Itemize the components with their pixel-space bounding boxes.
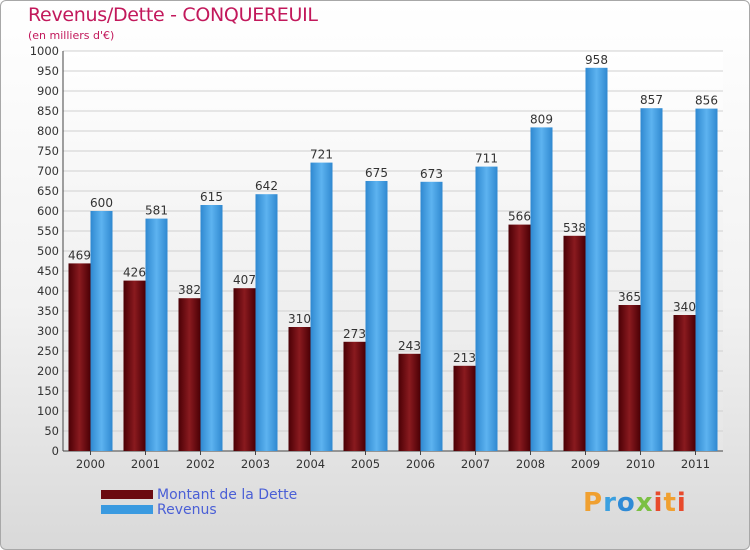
bar-dette bbox=[618, 305, 641, 451]
y-tick-label: 700 bbox=[37, 164, 59, 178]
data-label-revenus: 673 bbox=[420, 167, 443, 181]
data-label-dette: 426 bbox=[123, 266, 146, 280]
bar-dette bbox=[508, 224, 531, 451]
bar-revenus bbox=[475, 166, 498, 451]
legend-label-revenus: Revenus bbox=[157, 501, 217, 518]
x-tick-label: 2001 bbox=[131, 457, 160, 471]
bar-revenus bbox=[420, 181, 443, 452]
data-label-dette: 566 bbox=[508, 210, 531, 224]
bar-dette bbox=[123, 280, 146, 451]
data-label-dette: 538 bbox=[563, 221, 586, 235]
x-tick-label: 2000 bbox=[76, 457, 105, 471]
y-tick-label: 900 bbox=[37, 84, 59, 98]
x-tick-label: 2005 bbox=[351, 457, 380, 471]
data-label-dette: 310 bbox=[288, 312, 311, 326]
data-label-revenus: 856 bbox=[695, 94, 718, 108]
data-label-revenus: 958 bbox=[585, 53, 608, 67]
bar-revenus bbox=[585, 67, 608, 452]
data-label-dette: 273 bbox=[343, 327, 366, 341]
y-tick-label: 1000 bbox=[30, 44, 59, 58]
bar-dette bbox=[343, 341, 366, 451]
legend-item-dette: Montant de la Dette bbox=[101, 486, 298, 503]
x-tick-label: 2010 bbox=[626, 457, 655, 471]
bar-revenus bbox=[695, 108, 718, 451]
data-label-dette: 365 bbox=[618, 290, 641, 304]
bar-revenus bbox=[365, 181, 388, 451]
y-tick-label: 650 bbox=[37, 184, 59, 198]
chart-title: Revenus/Dette - CONQUEREUIL bbox=[28, 4, 318, 26]
data-label-dette: 213 bbox=[453, 351, 476, 365]
data-label-revenus: 642 bbox=[255, 179, 278, 193]
chart-legend: Montant de la Dette Revenus bbox=[101, 486, 298, 518]
bar-dette bbox=[453, 365, 476, 451]
data-label-dette: 340 bbox=[673, 300, 696, 314]
y-tick-label: 550 bbox=[37, 224, 59, 238]
y-tick-label: 750 bbox=[37, 144, 59, 158]
y-tick-label: 600 bbox=[37, 204, 59, 218]
y-tick-label: 500 bbox=[37, 244, 59, 258]
y-tick-label: 200 bbox=[37, 364, 59, 378]
bar-revenus bbox=[145, 218, 168, 451]
data-label-revenus: 721 bbox=[310, 148, 333, 162]
data-label-revenus: 581 bbox=[145, 204, 168, 218]
data-label-revenus: 615 bbox=[200, 190, 223, 204]
y-tick-label: 950 bbox=[37, 64, 59, 78]
data-label-revenus: 675 bbox=[365, 166, 388, 180]
y-tick-label: 100 bbox=[37, 404, 59, 418]
y-tick-label: 450 bbox=[37, 264, 59, 278]
y-tick-label: 150 bbox=[37, 384, 59, 398]
x-tick-label: 2003 bbox=[241, 457, 270, 471]
bar-dette bbox=[398, 353, 421, 451]
legend-swatch-revenus bbox=[101, 505, 153, 514]
y-tick-label: 400 bbox=[37, 284, 59, 298]
bar-dette bbox=[673, 315, 696, 451]
proxiti-logo: Proxiti bbox=[583, 488, 687, 518]
data-label-revenus: 711 bbox=[475, 152, 498, 166]
y-tick-label: 300 bbox=[37, 324, 59, 338]
y-tick-label: 800 bbox=[37, 124, 59, 138]
bar-revenus bbox=[200, 205, 223, 451]
bar-revenus bbox=[90, 211, 113, 451]
data-label-dette: 382 bbox=[178, 283, 201, 297]
data-label-dette: 469 bbox=[68, 248, 91, 262]
data-label-revenus: 809 bbox=[530, 112, 553, 126]
legend-item-revenus: Revenus bbox=[101, 501, 297, 518]
bar-revenus bbox=[310, 162, 333, 451]
y-tick-label: 850 bbox=[37, 104, 59, 118]
y-tick-label: 50 bbox=[44, 424, 59, 438]
x-tick-label: 2011 bbox=[681, 457, 710, 471]
x-tick-label: 2009 bbox=[571, 457, 600, 471]
bar-dette bbox=[288, 327, 311, 451]
y-tick-label: 0 bbox=[52, 444, 59, 458]
x-tick-label: 2006 bbox=[406, 457, 435, 471]
bar-dette bbox=[68, 263, 91, 451]
bar-revenus bbox=[640, 108, 663, 451]
chart-subtitle: (en milliers d'€) bbox=[28, 29, 115, 42]
legend-swatch-dette bbox=[101, 490, 153, 499]
x-tick-label: 2007 bbox=[461, 457, 490, 471]
bar-revenus bbox=[530, 127, 553, 452]
data-label-dette: 243 bbox=[398, 339, 421, 353]
bar-dette bbox=[563, 235, 586, 451]
y-tick-label: 350 bbox=[37, 304, 59, 318]
y-tick-label: 250 bbox=[37, 344, 59, 358]
bar-dette bbox=[233, 288, 256, 451]
data-label-revenus: 600 bbox=[90, 196, 113, 210]
bar-dette bbox=[178, 298, 201, 451]
x-tick-label: 2002 bbox=[186, 457, 215, 471]
x-tick-label: 2004 bbox=[296, 457, 325, 471]
bar-revenus bbox=[255, 194, 278, 451]
data-label-revenus: 857 bbox=[640, 93, 663, 107]
x-tick-label: 2008 bbox=[516, 457, 545, 471]
legend-label-dette: Montant de la Dette bbox=[157, 486, 298, 503]
data-label-dette: 407 bbox=[233, 273, 256, 287]
